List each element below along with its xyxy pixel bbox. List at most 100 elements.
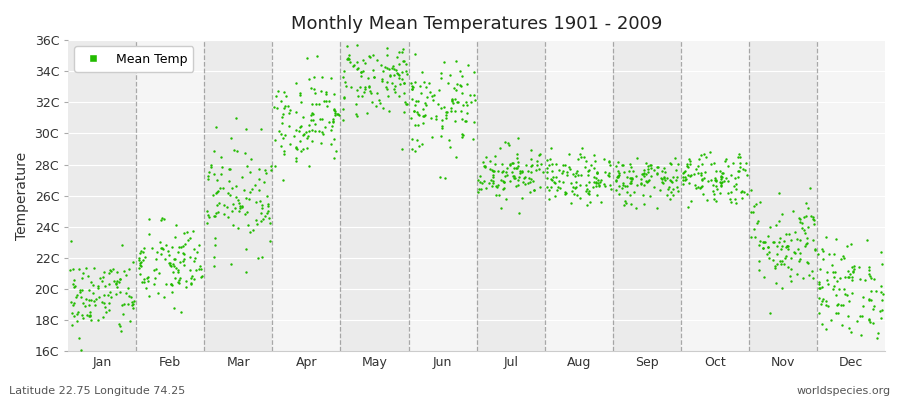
Point	[783, 273, 797, 280]
Point	[545, 177, 560, 183]
Point	[714, 174, 728, 180]
Point	[210, 177, 224, 184]
Point	[210, 189, 224, 196]
Point	[225, 208, 239, 214]
Point	[698, 175, 712, 182]
Point	[734, 188, 749, 194]
Point	[381, 93, 395, 99]
Point	[64, 238, 78, 245]
Point	[500, 165, 515, 171]
Point	[432, 173, 446, 180]
Point	[545, 168, 560, 174]
Point	[708, 177, 723, 184]
Point	[86, 282, 100, 289]
Point	[525, 168, 539, 175]
Point	[73, 287, 87, 294]
Point	[597, 180, 611, 187]
Point	[697, 151, 711, 158]
Point	[396, 109, 410, 115]
Point	[434, 105, 448, 112]
Point	[92, 294, 106, 300]
Point	[131, 265, 146, 271]
Point	[544, 161, 559, 168]
Point	[392, 60, 406, 67]
Point	[454, 116, 469, 122]
Point	[508, 175, 522, 182]
Point	[382, 72, 397, 79]
Point	[731, 168, 745, 174]
Point	[573, 151, 588, 158]
Point	[157, 216, 171, 222]
Point	[364, 90, 378, 96]
Point	[867, 275, 881, 282]
Point	[134, 263, 148, 269]
Point	[382, 108, 397, 114]
Point	[731, 174, 745, 181]
Point	[497, 179, 511, 185]
Point	[793, 215, 807, 222]
Point	[748, 234, 762, 241]
Point	[387, 72, 401, 78]
Point	[580, 190, 595, 196]
Point	[170, 269, 184, 275]
Point	[275, 110, 290, 117]
Point	[86, 298, 101, 304]
Bar	[680, 40, 749, 351]
Point	[104, 267, 118, 273]
Point	[830, 278, 844, 284]
Point	[365, 99, 380, 105]
Point	[325, 118, 339, 124]
Point	[625, 176, 639, 182]
Point	[308, 121, 322, 127]
Point	[201, 173, 215, 180]
Point	[806, 237, 821, 244]
Point	[184, 275, 198, 281]
Point	[682, 157, 697, 164]
Point	[540, 184, 554, 190]
Point	[666, 174, 680, 180]
Point	[715, 174, 729, 180]
Point	[579, 158, 593, 164]
Point	[255, 202, 269, 209]
Point	[176, 250, 190, 256]
Point	[827, 251, 842, 257]
Point	[184, 280, 198, 287]
Point	[506, 160, 520, 167]
Point	[602, 158, 616, 165]
Point	[305, 100, 320, 107]
Point	[447, 84, 462, 91]
Point	[831, 310, 845, 316]
Point	[610, 172, 625, 179]
Point	[440, 108, 454, 115]
Point	[166, 261, 180, 267]
Text: Latitude 22.75 Longitude 74.25: Latitude 22.75 Longitude 74.25	[9, 386, 185, 396]
Bar	[477, 40, 544, 351]
Point	[289, 127, 303, 133]
Point	[611, 168, 625, 174]
Point	[290, 146, 304, 152]
Point	[483, 176, 498, 183]
Point	[192, 242, 206, 248]
Point	[681, 204, 696, 210]
Point	[814, 246, 829, 252]
Point	[417, 79, 431, 86]
Point	[716, 178, 730, 185]
Point	[349, 111, 364, 118]
Point	[647, 184, 662, 190]
Point	[845, 290, 859, 297]
Point	[864, 287, 878, 294]
Point	[142, 293, 157, 300]
Point	[536, 169, 550, 175]
Point	[454, 134, 469, 140]
Point	[703, 149, 717, 155]
Point	[842, 271, 857, 278]
Point	[558, 189, 572, 195]
Point	[867, 303, 881, 309]
Point	[780, 242, 795, 249]
Point	[656, 180, 670, 186]
Point	[564, 188, 579, 194]
Point	[159, 280, 174, 287]
Point	[734, 189, 749, 196]
Point	[624, 201, 638, 208]
Point	[799, 241, 814, 247]
